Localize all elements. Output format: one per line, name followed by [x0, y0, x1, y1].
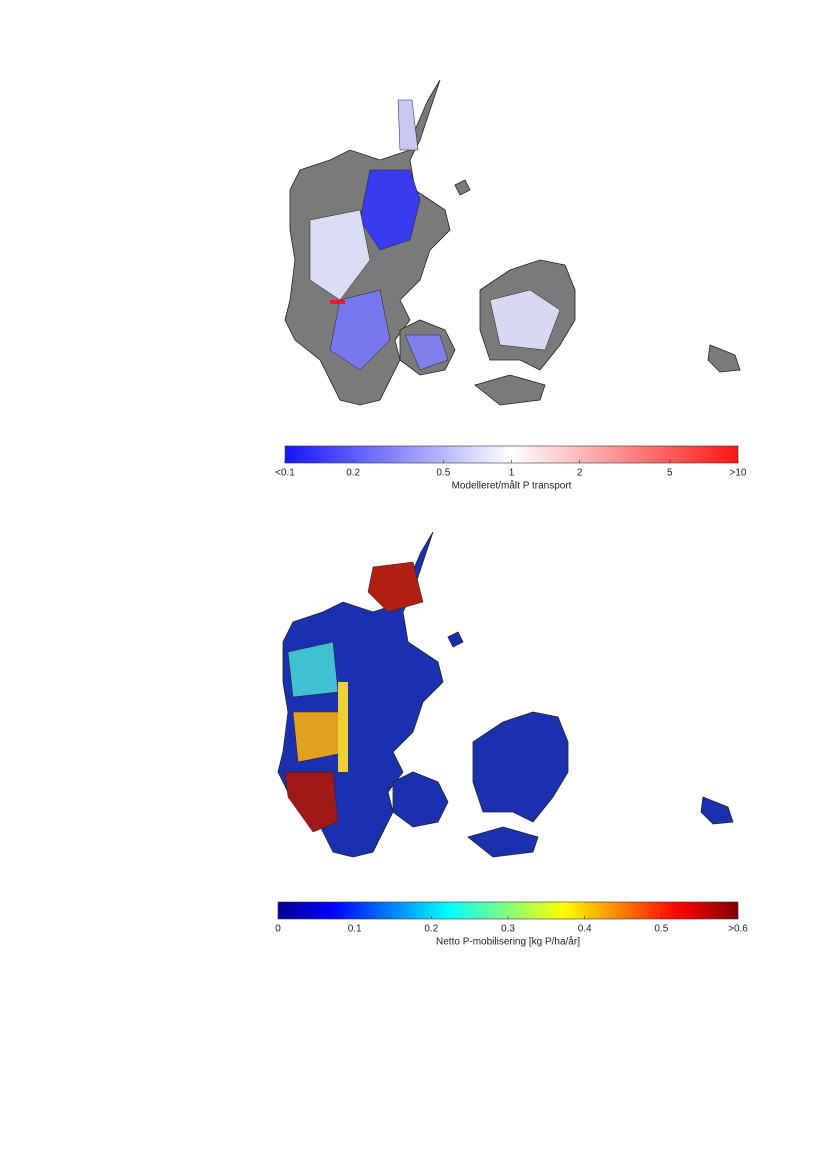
- colorbar-tick-label: 0.3: [501, 923, 515, 934]
- colorbar-tick-label: 0.4: [578, 923, 592, 934]
- colorbar-tick-label: >0.6: [728, 923, 748, 934]
- map-ratio: [284, 79, 741, 406]
- colorbar-label: Netto P-mobilisering [kg P/ha/år]: [436, 935, 580, 947]
- colorbar-tick-label: >10: [730, 467, 747, 478]
- colorbar-tick-label: 2: [577, 467, 583, 478]
- colorbar-tick-label: 0.2: [424, 923, 438, 934]
- colorbar-label: Modelleret/målt P transport: [452, 479, 572, 491]
- colorbar-tick-label: 0: [275, 923, 281, 934]
- colorbar-tick-label: 0.5: [436, 467, 450, 478]
- colorbar-tick-label: 1: [509, 467, 515, 478]
- colorbars: <0.1 0.2 0.5 1 2 5 >10 Modelleret/målt P transp…: [275, 445, 748, 947]
- colorbar-tick-label: 0.2: [346, 467, 360, 478]
- colorbar-tick-label: 0.1: [348, 923, 362, 934]
- colorbar-tick-label: <0.1: [275, 467, 295, 478]
- map-mobilisation: [277, 531, 734, 858]
- colorbar-tick-label: 0.5: [654, 923, 668, 934]
- colorbar-tick-label: 5: [667, 467, 673, 478]
